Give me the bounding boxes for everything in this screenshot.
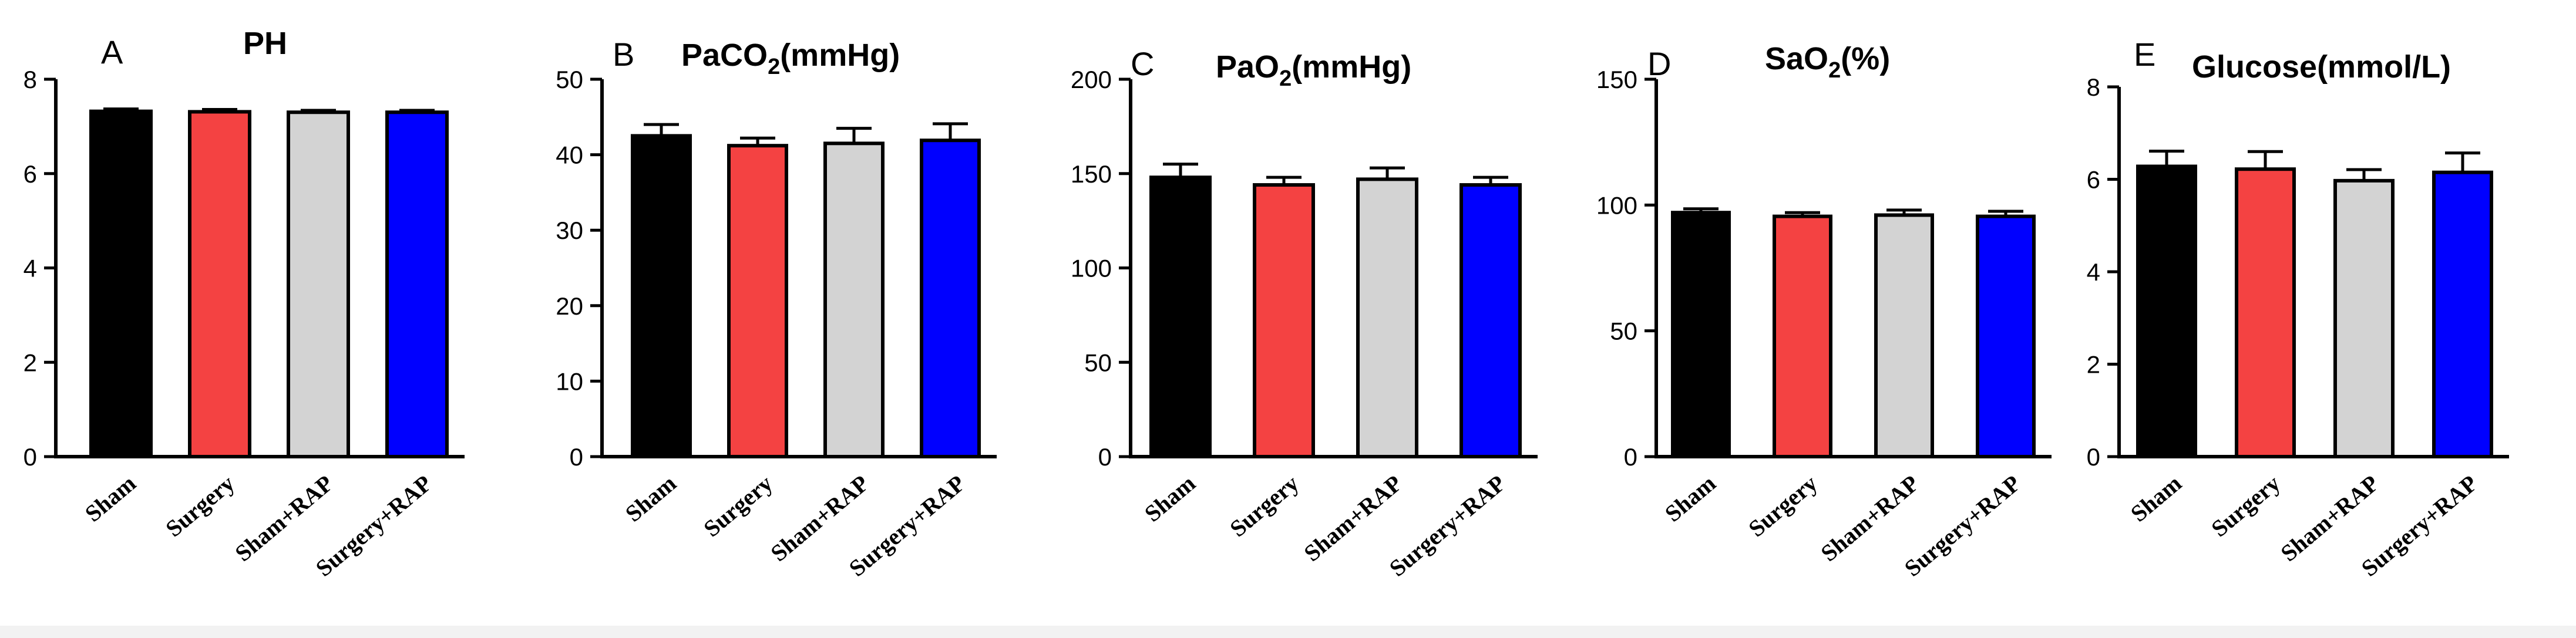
y-tick-label: 30: [556, 217, 583, 244]
bar-surgery-rap: [920, 139, 981, 458]
bar-surgery: [1773, 214, 1832, 458]
y-tick-label: 0: [2087, 443, 2100, 471]
bar-sham: [2136, 164, 2197, 458]
panel-title: PH: [243, 26, 287, 61]
y-tick-label: 4: [2087, 258, 2100, 286]
category-label: Sham: [2126, 470, 2187, 526]
bar-surgery: [727, 144, 788, 458]
y-tick-label: 40: [556, 141, 583, 169]
bar-surgery-rap: [1459, 183, 1522, 458]
panel-letter: A: [101, 33, 123, 70]
y-tick-label: 2: [23, 349, 37, 376]
category-label: Sham: [1660, 470, 1721, 526]
category-label: Sham+RAP: [1299, 470, 1407, 566]
category-label: Sham: [1139, 470, 1200, 526]
bar-sham-rap: [287, 110, 350, 458]
panel-letter: C: [1131, 45, 1154, 82]
panel-letter: E: [2134, 36, 2155, 73]
category-label: Sham+RAP: [1815, 470, 1923, 566]
y-tick-label: 50: [1610, 318, 1637, 345]
bar-sham: [89, 109, 153, 458]
category-label: Sham: [80, 470, 141, 526]
bottom-strip: [0, 626, 2576, 638]
panel-title: SaO2(%): [1765, 41, 1890, 83]
category-label: Surgery: [1225, 470, 1303, 542]
bar-sham-rap: [1356, 177, 1418, 458]
category-label: Surgery: [698, 470, 777, 542]
panel-letter: B: [613, 36, 634, 73]
category-label: Sham: [620, 470, 681, 526]
bar-surgery-rap: [1976, 214, 2036, 458]
y-tick-label: 10: [556, 367, 583, 395]
bar-surgery: [188, 110, 251, 459]
bar-surgery: [2235, 167, 2296, 458]
bar-sham: [1149, 175, 1212, 458]
y-tick-label: 20: [556, 292, 583, 320]
y-tick-label: 100: [1596, 191, 1637, 219]
panel-letter: D: [1647, 45, 1671, 82]
y-tick-label: 0: [1098, 443, 1112, 471]
y-tick-label: 8: [23, 66, 37, 93]
category-label: Surgery: [2206, 470, 2285, 542]
y-tick-label: 0: [570, 443, 583, 471]
y-tick-label: 50: [1084, 349, 1112, 376]
category-label: Surgery: [160, 470, 239, 542]
chart-panel-c: C PaO2(mmHg) 0 50 100 150 200 Sham SurgerySham+R…: [1071, 45, 1538, 582]
y-tick-label: 0: [1624, 443, 1637, 471]
bar-surgery-rap: [2432, 170, 2493, 458]
bar-sham: [631, 134, 692, 458]
y-tick-label: 6: [2087, 166, 2100, 194]
bar-sham-rap: [823, 141, 885, 458]
category-label: Surgery: [1743, 470, 1822, 542]
y-tick-label: 100: [1071, 255, 1112, 282]
panel-title: PaO2(mmHg): [1216, 49, 1411, 91]
y-tick-label: 150: [1071, 160, 1112, 188]
y-tick-label: 6: [23, 160, 37, 188]
y-tick-label: 2: [2087, 351, 2100, 379]
y-tick-label: 0: [23, 443, 37, 471]
bar-surgery-rap: [385, 110, 449, 458]
y-tick-label: 150: [1596, 66, 1637, 93]
y-tick-label: 4: [23, 255, 37, 282]
panel-title: PaCO2(mmHg): [681, 38, 900, 79]
bar-sham-rap: [1874, 213, 1934, 458]
bar-sham: [1671, 211, 1731, 458]
panel-title: Glucose(mmol/L): [2192, 49, 2451, 85]
y-tick-label: 50: [556, 66, 583, 93]
bar-sham-rap: [2333, 178, 2395, 458]
y-tick-label: 8: [2087, 73, 2100, 101]
y-tick-label: 200: [1071, 66, 1112, 93]
bar-surgery: [1253, 183, 1315, 458]
